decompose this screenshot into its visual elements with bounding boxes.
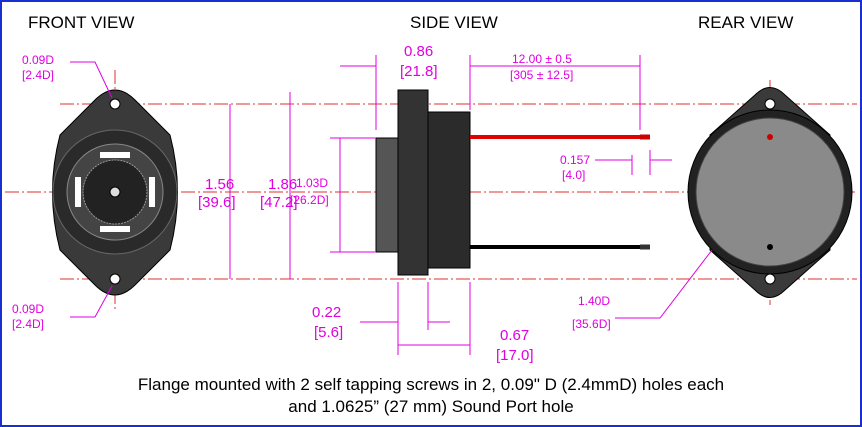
dimension: 1.40D — [578, 294, 610, 308]
dimension: [17.0] — [496, 347, 534, 364]
dimension: [39.6] — [198, 194, 236, 211]
dimension: [2.4D] — [22, 68, 54, 82]
dimension: [35.6D] — [572, 317, 611, 331]
view-label: REAR VIEW — [698, 13, 793, 32]
view-label: SIDE VIEW — [410, 13, 498, 32]
dimension: 0.157 — [560, 153, 590, 167]
dimension: 0.22 — [312, 304, 341, 321]
rear-view — [687, 87, 853, 298]
dimension: 0.86 — [404, 43, 433, 60]
dimension: [2.4D] — [12, 317, 44, 331]
dimension-lines — [70, 55, 713, 355]
front-view — [52, 89, 178, 296]
dimension: 12.00 ± 0.5 — [512, 52, 572, 66]
dimension: 1.86 — [268, 176, 297, 193]
dimension: 0.09D — [12, 302, 44, 316]
dimension: 1.56 — [205, 176, 234, 193]
dimension: [47.2] — [260, 194, 298, 211]
dimension: [26.2D] — [290, 193, 329, 207]
dimension: 1.03D — [296, 176, 328, 190]
caption: Flange mounted with 2 self tapping screw… — [138, 375, 724, 394]
view-label: FRONT VIEW — [28, 13, 134, 32]
dimension: [21.8] — [400, 63, 438, 80]
dimension: 0.67 — [500, 327, 529, 344]
dimension: [305 ± 12.5] — [510, 68, 573, 82]
dimension: [5.6] — [314, 324, 343, 341]
dimension: 0.09D — [22, 53, 54, 67]
dimension: [4.0] — [562, 168, 585, 182]
side-view — [375, 89, 650, 276]
caption: and 1.0625” (27 mm) Sound Port hole — [288, 397, 573, 416]
